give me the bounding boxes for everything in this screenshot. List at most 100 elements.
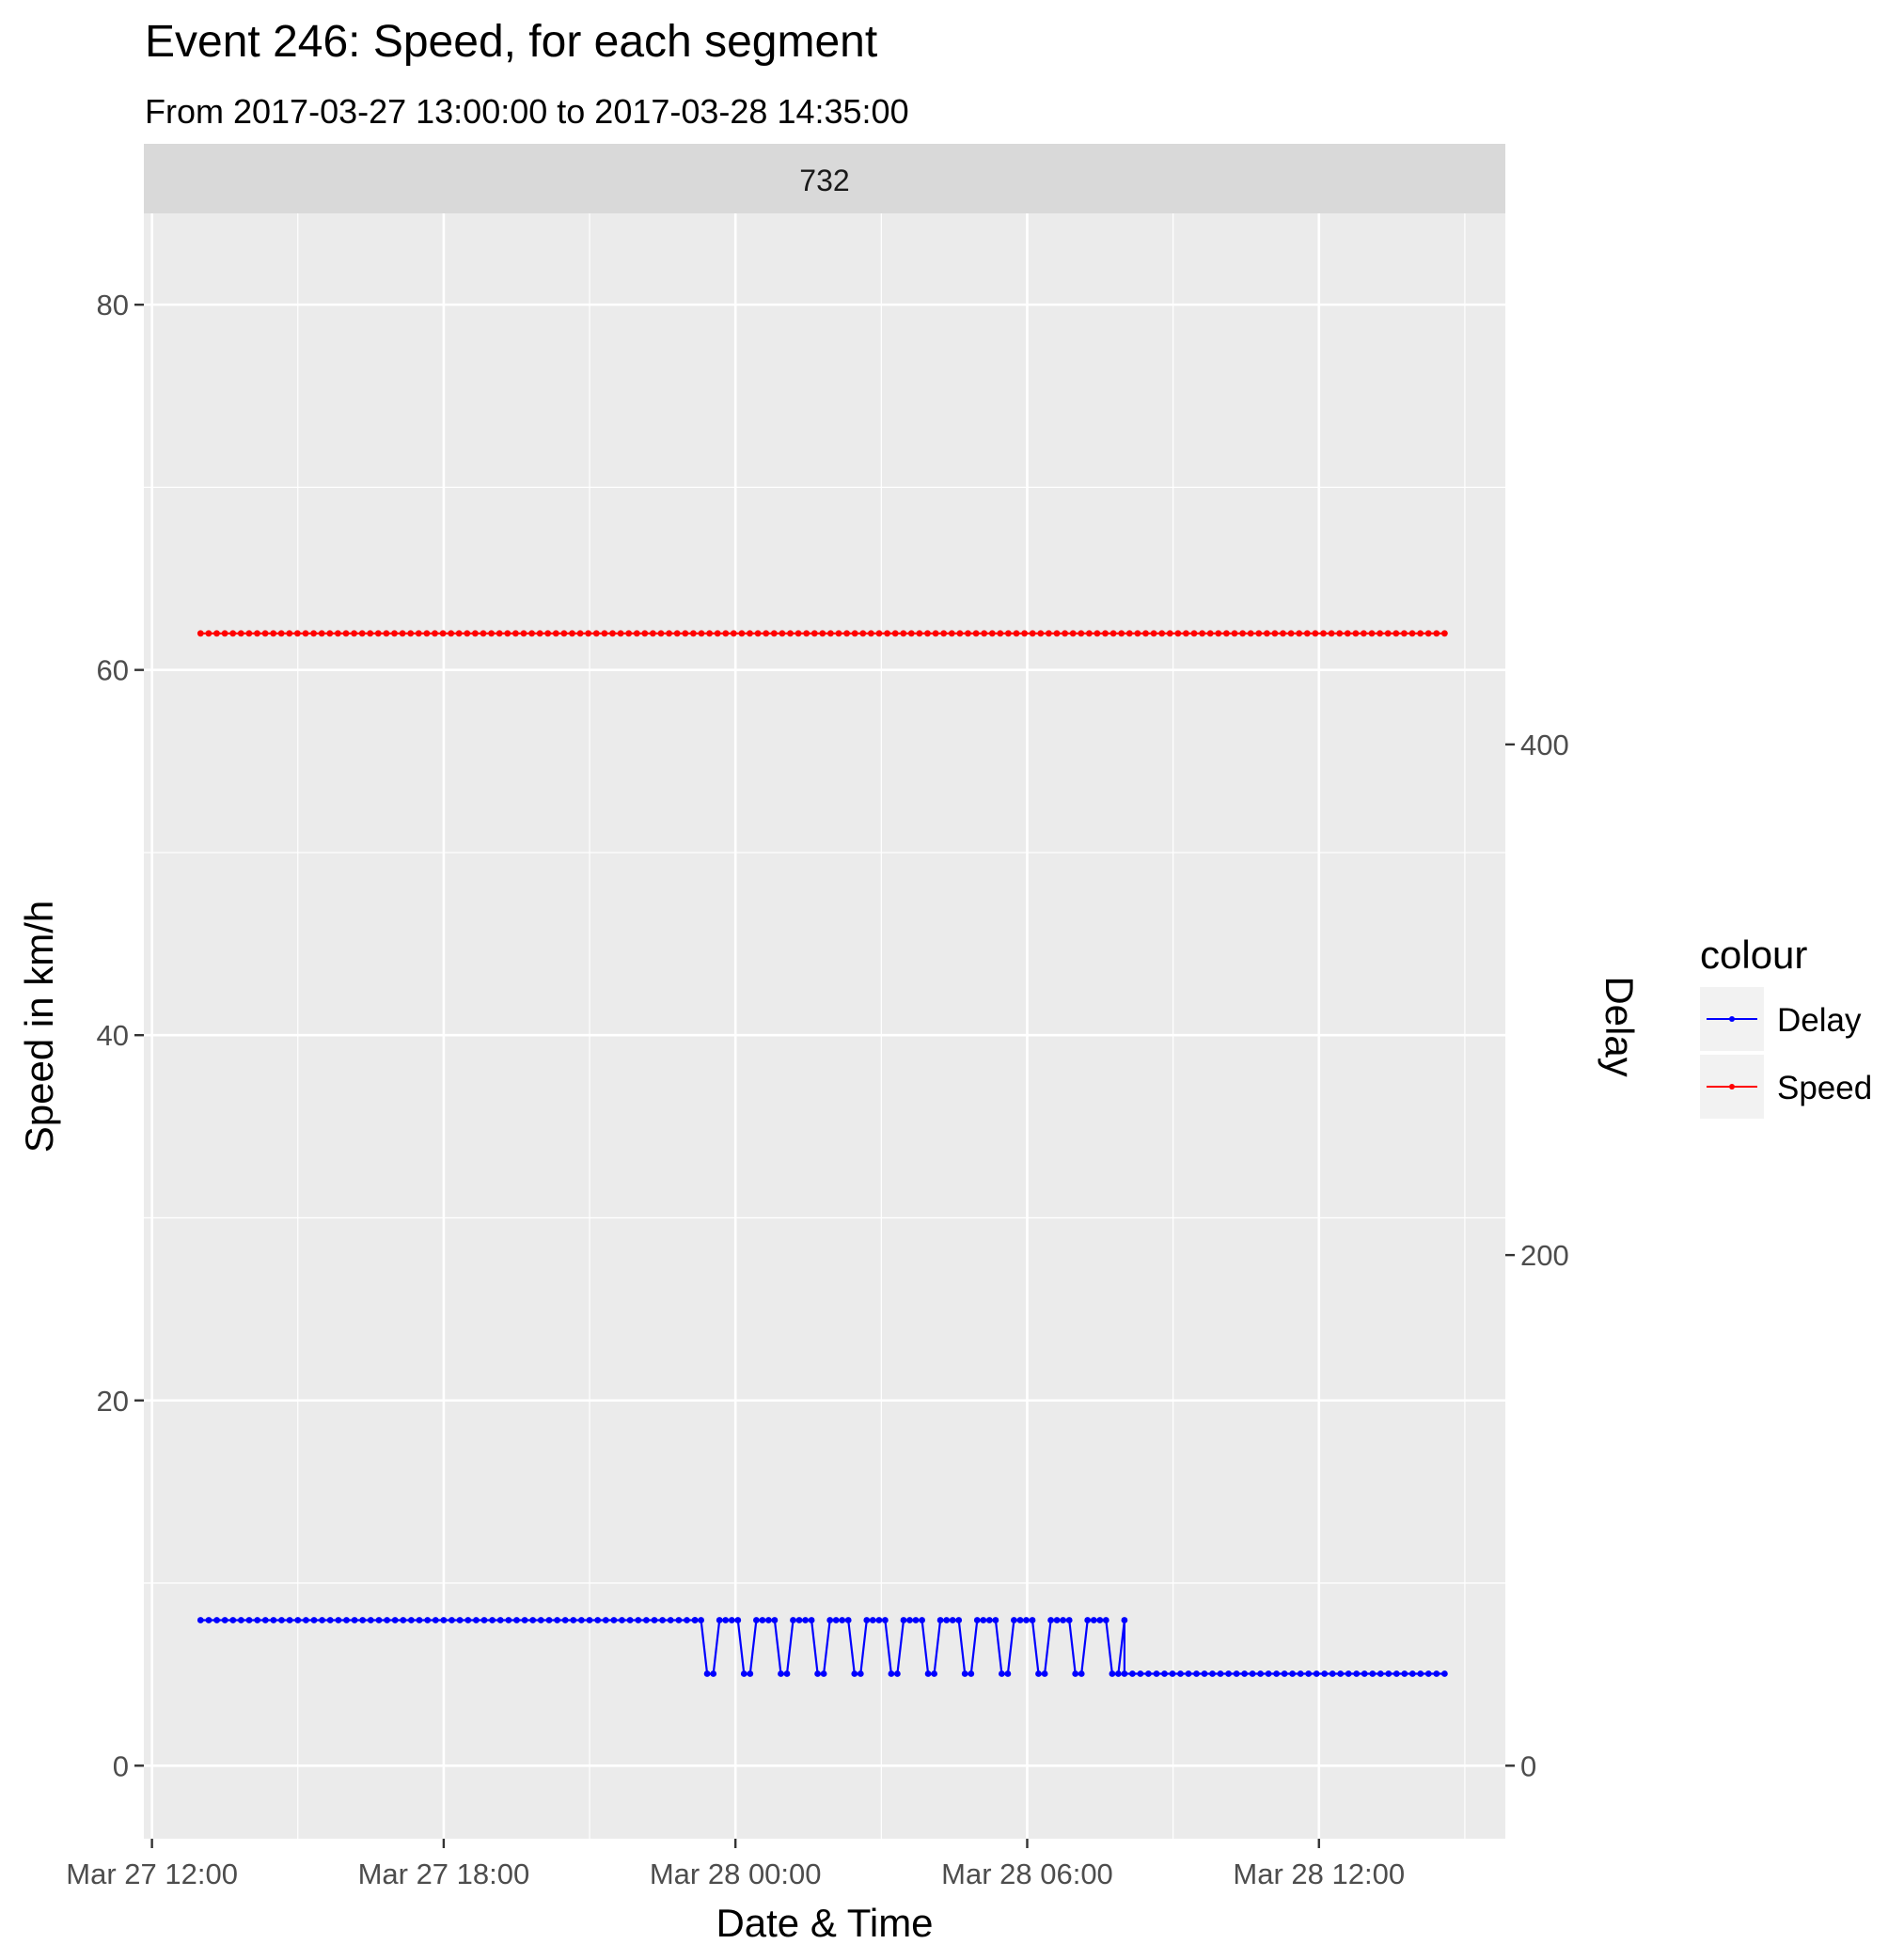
data-point: [229, 630, 237, 637]
data-point: [1320, 630, 1327, 637]
data-point: [1401, 1670, 1408, 1677]
data-point: [936, 1617, 944, 1623]
data-point: [1004, 1670, 1012, 1677]
data-point: [916, 630, 923, 637]
data-point: [1016, 1617, 1024, 1623]
legend-point-speed: [1729, 1084, 1735, 1090]
data-point: [351, 630, 357, 637]
data-point: [1142, 630, 1149, 637]
data-point: [790, 1617, 796, 1623]
data-point: [1289, 1670, 1296, 1677]
data-point: [1029, 630, 1036, 637]
data-point: [657, 630, 665, 637]
data-point: [592, 630, 600, 637]
data-point: [1321, 1670, 1329, 1677]
data-point: [521, 1617, 528, 1623]
data-point: [651, 1617, 658, 1623]
data-point: [1329, 1670, 1336, 1677]
data-point: [1062, 630, 1068, 637]
data-point: [294, 630, 301, 637]
y-tick-label: 60: [97, 654, 129, 687]
data-point: [843, 630, 850, 637]
data-point: [367, 1617, 374, 1623]
data-point: [759, 1617, 766, 1623]
data-point: [722, 630, 730, 637]
data-point: [423, 630, 431, 637]
data-point: [1433, 630, 1440, 637]
data-point: [1361, 630, 1367, 637]
data-point: [1225, 1670, 1232, 1677]
legend-point-delay: [1729, 1016, 1735, 1022]
data-point: [932, 630, 939, 637]
data-point: [857, 1670, 864, 1677]
data-point: [513, 1617, 520, 1623]
data-point: [884, 630, 890, 637]
data-point: [931, 1670, 937, 1677]
y-tick-label: 20: [97, 1385, 129, 1418]
data-point: [1303, 630, 1311, 637]
data-point: [900, 1617, 907, 1623]
data-point: [1417, 630, 1424, 637]
data-point: [778, 1670, 784, 1677]
data-point: [863, 1617, 871, 1623]
y2-tick-label: 200: [1520, 1239, 1569, 1272]
data-point: [1273, 1670, 1280, 1677]
data-point: [1065, 1617, 1073, 1623]
data-point: [496, 630, 503, 637]
data-point: [924, 1670, 932, 1677]
data-point: [1345, 1670, 1352, 1677]
data-point: [1041, 1670, 1048, 1677]
x-axis-label: Date & Time: [716, 1901, 933, 1944]
data-point: [1255, 630, 1263, 637]
data-point: [609, 630, 616, 637]
data-point: [1094, 630, 1101, 637]
data-point: [601, 630, 608, 637]
data-point: [808, 1617, 815, 1623]
data-point: [1161, 1670, 1168, 1677]
data-point: [384, 1617, 390, 1623]
data-point: [1264, 630, 1270, 637]
data-point: [1408, 630, 1416, 637]
data-point: [728, 1617, 735, 1623]
data-point: [464, 1617, 472, 1623]
data-point: [894, 1670, 901, 1677]
data-point: [819, 630, 826, 637]
data-point: [505, 1617, 512, 1623]
facet-strip: [144, 144, 1505, 213]
data-point: [1129, 1670, 1136, 1677]
data-point: [981, 630, 988, 637]
data-point: [432, 1617, 439, 1623]
y-tick-label: 80: [97, 289, 129, 321]
data-point: [480, 1617, 488, 1623]
data-point: [1069, 630, 1077, 637]
data-point: [1169, 1670, 1176, 1677]
data-point: [1312, 630, 1319, 637]
data-point: [1090, 1617, 1097, 1623]
facet-label: 732: [799, 164, 849, 197]
data-point: [254, 630, 260, 637]
grid-minor: [144, 213, 1505, 1839]
data-point: [673, 630, 681, 637]
data-point: [961, 1670, 968, 1677]
data-point: [972, 630, 980, 637]
data-point: [888, 1670, 895, 1677]
data-point: [722, 1617, 730, 1623]
data-point: [747, 630, 753, 637]
data-point: [569, 630, 575, 637]
y-axis: 0 20 40 60 80: [97, 289, 144, 1782]
data-point: [1206, 630, 1214, 637]
series-layer: [197, 630, 1448, 1677]
data-point: [277, 630, 285, 637]
data-point: [294, 1617, 302, 1623]
data-point: [1265, 1670, 1272, 1677]
data-point: [576, 630, 584, 637]
data-point: [659, 1617, 666, 1623]
data-point: [869, 1617, 876, 1623]
data-point: [667, 1617, 674, 1623]
data-point: [594, 1617, 602, 1623]
data-point: [882, 1617, 889, 1623]
data-point: [205, 1617, 212, 1623]
legend-entry-speed: Speed: [1700, 1055, 1872, 1119]
data-point: [691, 1617, 699, 1623]
data-point: [956, 630, 964, 637]
